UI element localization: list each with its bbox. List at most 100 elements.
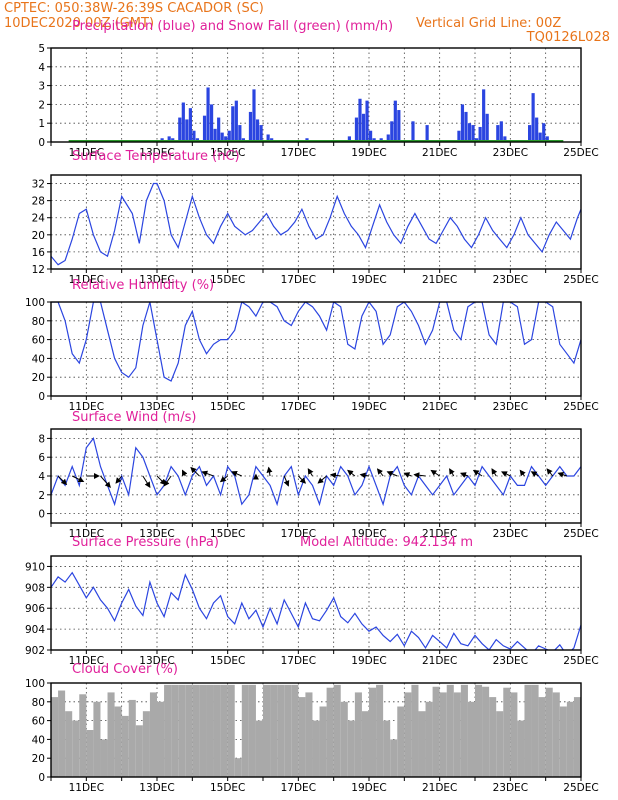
x-tick-label: 13DEC [139, 147, 174, 159]
precip-bar [397, 110, 401, 142]
y-tick-label: 908 [25, 582, 45, 594]
y-tick-label: 8 [38, 433, 45, 445]
x-tick-label: 17DEC [281, 401, 316, 413]
x-tick-label: 21DEC [422, 401, 457, 413]
precip-bar [471, 125, 475, 142]
plot-area-pres [51, 571, 581, 650]
y-tick-label: 80 [32, 316, 45, 328]
precip-bar [248, 111, 253, 142]
cloud-bar [241, 684, 249, 777]
wind-vector [430, 469, 440, 477]
x-tick-label: 21DEC [422, 655, 457, 667]
precip-bar [358, 98, 362, 142]
x-tick-label: 13DEC [139, 274, 174, 286]
cloud-bar [51, 697, 59, 777]
header-model-code: TQ0126L028 [526, 30, 610, 45]
y-tick-label: 4 [38, 471, 45, 483]
cloud-bar [390, 739, 398, 777]
wind-vector [329, 472, 341, 479]
header-date: 10DEC2020 00Z (GMT) [4, 16, 154, 31]
cloud-bar [220, 684, 228, 777]
precip-bar [238, 125, 242, 142]
cloud-bar [489, 697, 497, 777]
precip-bar [266, 134, 270, 142]
panel-title-precip: Precipitation (blue) and Snow Fall (gree… [72, 19, 393, 34]
x-tick-label: 13DEC [139, 782, 174, 794]
wind-vector [546, 468, 554, 477]
wind-vector [201, 470, 214, 477]
wind-vector [182, 469, 188, 477]
y-tick-label: 40 [32, 734, 45, 746]
x-tick-label: 15DEC [210, 401, 245, 413]
x-tick-label: 25DEC [563, 782, 598, 794]
panel-precip: Precipitation (blue) and Snow Fall (gree… [38, 19, 598, 159]
wind-vector [231, 471, 242, 477]
wind-vector [449, 468, 455, 477]
panel-rh: Relative Humidity (%) 0 20 40 60 80 100 11DEC 13… [25, 278, 599, 413]
x-tick-label: 15DEC [210, 274, 245, 286]
precip-bar [210, 104, 214, 142]
precip-bar [478, 126, 482, 142]
cloud-bar [107, 692, 115, 777]
x-tick-label: 25DEC [563, 147, 598, 159]
wind-vector [413, 472, 426, 479]
cloud-bar [538, 697, 546, 777]
cloud-bar [305, 692, 313, 777]
cloud-bar [517, 720, 525, 777]
series-line-temp [51, 182, 581, 266]
panel-cloud: Cloud Cover (%) 0 20 40 60 80 100 11DEC 13DEC 15D… [25, 662, 599, 794]
cloud-bar [369, 687, 377, 777]
y-tick-label: 40 [32, 353, 45, 365]
y-tick-label: 904 [25, 624, 45, 636]
precip-bar [528, 125, 532, 142]
cloud-bar [213, 684, 221, 777]
y-tick-label: 80 [32, 697, 45, 709]
precip-bar [202, 115, 207, 142]
precip-bar [538, 132, 542, 142]
wind-vector [156, 475, 167, 486]
precip-bar [496, 125, 500, 142]
precip-bar [467, 123, 472, 142]
header-grid-note: Vertical Grid Line: 00Z [416, 16, 561, 31]
precip-bar [259, 125, 263, 142]
plot-area-temp [51, 182, 581, 266]
cloud-bar [319, 706, 327, 777]
cloud-bar [411, 684, 419, 777]
x-tick-label: 21DEC [422, 147, 457, 159]
y-tick-label: 100 [25, 297, 45, 309]
cloud-bar [354, 692, 362, 777]
plot-area-precip [68, 87, 564, 142]
wind-vector [283, 475, 290, 487]
series-line-pres [51, 571, 581, 650]
precip-bar [411, 121, 415, 142]
y-tick-label: 0 [38, 509, 45, 521]
panel-subtitle-pres: Model Altitude: 942.134 m [300, 535, 473, 550]
wind-vector [386, 471, 398, 477]
x-tick-label: 23DEC [493, 147, 528, 159]
x-tick-label: 13DEC [139, 528, 174, 540]
precip-bar [542, 123, 546, 142]
cloud-bar [65, 711, 73, 777]
precip-bar [482, 89, 486, 142]
precip-bar [460, 104, 465, 142]
precip-bar [213, 128, 217, 142]
y-tick-label: 24 [32, 213, 46, 225]
cloud-bar [164, 684, 172, 777]
x-tick-label: 19DEC [351, 274, 386, 286]
cloud-bar [277, 684, 285, 777]
cloud-bar [552, 692, 560, 777]
y-tick-label: 910 [25, 561, 45, 573]
header-station: CPTEC: 050:38W-26:39S CACADOR (SC) [4, 1, 264, 16]
series-line-rh [51, 302, 581, 382]
plot-area-wind [51, 437, 581, 507]
cloud-bar [503, 687, 511, 777]
y-tick-label: 20 [32, 230, 45, 242]
y-tick-label: 1 [38, 118, 45, 130]
wind-vector [307, 468, 314, 477]
x-tick-label: 23DEC [493, 655, 528, 667]
precip-bar [252, 89, 256, 142]
precip-bar [178, 117, 182, 142]
panel-title-wind: Surface Wind (m/s) [72, 410, 196, 425]
cloud-bar [178, 684, 186, 777]
wind-vector [460, 472, 469, 478]
